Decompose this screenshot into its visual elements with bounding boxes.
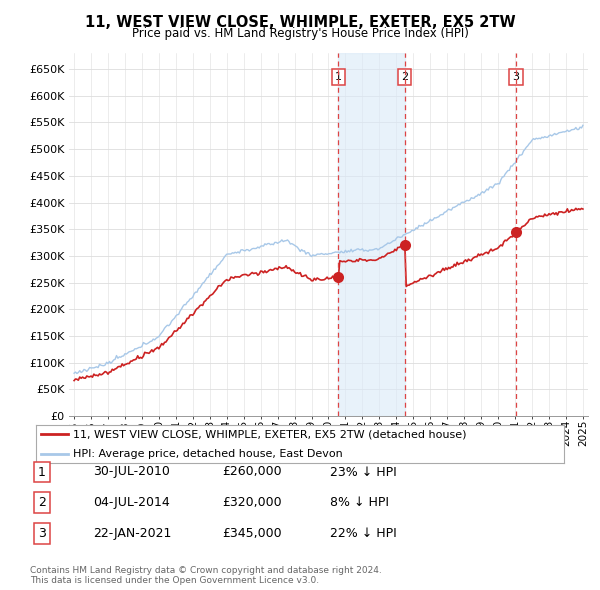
Text: £345,000: £345,000: [222, 527, 281, 540]
Text: 30-JUL-2010: 30-JUL-2010: [93, 466, 170, 478]
Text: £320,000: £320,000: [222, 496, 281, 509]
Text: 1: 1: [38, 466, 46, 478]
Text: 2: 2: [401, 72, 409, 82]
Text: 22-JAN-2021: 22-JAN-2021: [93, 527, 172, 540]
Text: 2: 2: [38, 496, 46, 509]
Text: Price paid vs. HM Land Registry's House Price Index (HPI): Price paid vs. HM Land Registry's House …: [131, 27, 469, 40]
Text: 8% ↓ HPI: 8% ↓ HPI: [330, 496, 389, 509]
Text: 22% ↓ HPI: 22% ↓ HPI: [330, 527, 397, 540]
Text: 23% ↓ HPI: 23% ↓ HPI: [330, 466, 397, 478]
Text: Contains HM Land Registry data © Crown copyright and database right 2024.
This d: Contains HM Land Registry data © Crown c…: [30, 566, 382, 585]
Text: 3: 3: [512, 72, 520, 82]
Text: £260,000: £260,000: [222, 466, 281, 478]
Text: 11, WEST VIEW CLOSE, WHIMPLE, EXETER, EX5 2TW: 11, WEST VIEW CLOSE, WHIMPLE, EXETER, EX…: [85, 15, 515, 30]
Text: 04-JUL-2014: 04-JUL-2014: [93, 496, 170, 509]
Text: 11, WEST VIEW CLOSE, WHIMPLE, EXETER, EX5 2TW (detached house): 11, WEST VIEW CLOSE, WHIMPLE, EXETER, EX…: [73, 430, 466, 440]
Text: 1: 1: [335, 72, 342, 82]
Bar: [338, 53, 405, 416]
Text: 3: 3: [38, 527, 46, 540]
Text: HPI: Average price, detached house, East Devon: HPI: Average price, detached house, East…: [73, 448, 343, 458]
